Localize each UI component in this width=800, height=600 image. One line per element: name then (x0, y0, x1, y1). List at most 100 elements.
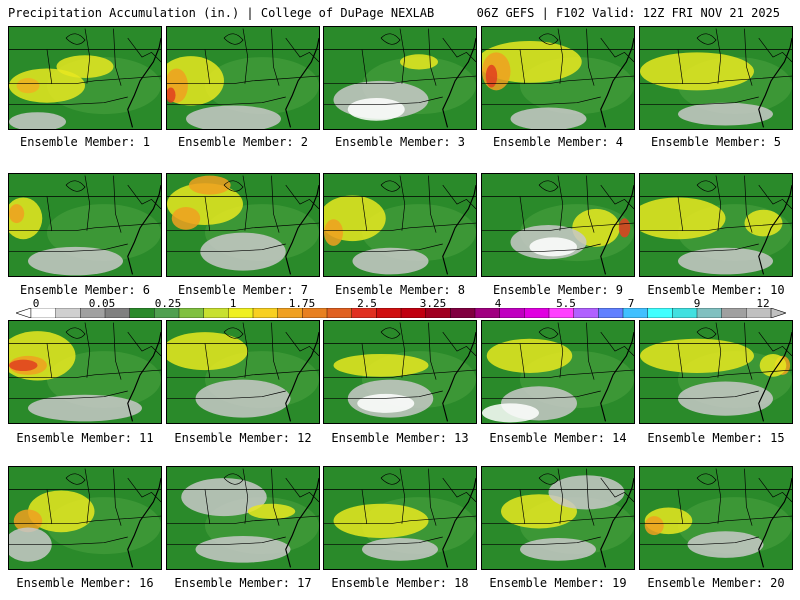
precip-area (167, 87, 176, 103)
ensemble-map-13 (323, 320, 477, 424)
colorbar-tick-label: 0.05 (88, 297, 116, 310)
ensemble-map-18 (323, 466, 477, 570)
colorbar-swatch (178, 308, 205, 318)
precip-area (640, 52, 754, 91)
precip-area (200, 232, 286, 271)
colorbar-tick-label: 12 (756, 297, 770, 310)
colorbar (16, 308, 786, 318)
ensemble-member-label: Ensemble Member: 3 (334, 135, 466, 149)
ensemble-map-16 (8, 466, 162, 570)
precip-area (352, 247, 429, 275)
ensemble-member-label: Ensemble Member: 12 (174, 431, 312, 445)
ensemble-member-label: Ensemble Member: 14 (489, 431, 627, 445)
colorbar-tick-label: 3.25 (419, 297, 447, 310)
colorbar-max-arrow (770, 308, 786, 318)
precip-area (9, 204, 25, 224)
colorbar-swatch (203, 308, 230, 318)
precip-area (485, 64, 498, 88)
colorbar-swatch (524, 308, 550, 318)
precip-area (181, 478, 267, 517)
precip-area (186, 105, 281, 129)
ensemble-map-14 (481, 320, 635, 424)
colorbar-swatch (721, 308, 748, 318)
ensemble-map-1 (8, 26, 162, 130)
colorbar-swatch (696, 308, 723, 318)
precip-area (640, 197, 726, 240)
colorbar-swatch (252, 308, 279, 318)
colorbar-swatch (573, 308, 600, 318)
ensemble-map-12 (166, 320, 320, 424)
precip-area (195, 379, 291, 418)
ensemble-map-7 (166, 173, 320, 277)
colorbar-swatch (55, 308, 82, 318)
colorbar-tick-label: 0.25 (154, 297, 182, 310)
ensemble-member-label: Ensemble Member: 6 (19, 283, 151, 297)
precip-area (247, 503, 296, 519)
colorbar-swatch (326, 308, 353, 318)
colorbar-swatch (647, 308, 674, 318)
colorbar-min-arrow (16, 308, 32, 318)
colorbar-tick-label: 2.5 (357, 297, 377, 310)
precip-area (362, 537, 438, 561)
ensemble-member-label: Ensemble Member: 15 (647, 431, 785, 445)
precip-area (744, 209, 783, 237)
ensemble-map-3 (323, 26, 477, 130)
ensemble-map-8 (323, 173, 477, 277)
precip-area (324, 219, 343, 246)
precip-area (333, 353, 429, 377)
precip-area (400, 54, 438, 70)
colorbar-tick-label: 4 (494, 297, 502, 310)
colorbar-tick-label: 1 (229, 297, 237, 310)
precip-area (333, 503, 429, 538)
ensemble-member-label: Ensemble Member: 10 (647, 283, 785, 297)
ensemble-map-15 (639, 320, 793, 424)
colorbar-tick-label: 7 (627, 297, 635, 310)
ensemble-member-label: Ensemble Member: 20 (647, 576, 785, 590)
ensemble-member-label: Ensemble Member: 17 (174, 576, 312, 590)
precip-area (678, 247, 773, 275)
precip-area (520, 537, 596, 561)
ensemble-map-19 (481, 466, 635, 570)
colorbar-swatch (450, 308, 476, 318)
precip-area (13, 509, 43, 533)
precip-area (56, 55, 114, 78)
ensemble-member-label: Ensemble Member: 2 (177, 135, 309, 149)
ensemble-member-label: Ensemble Member: 1 (19, 135, 151, 149)
precip-area (644, 516, 664, 536)
precip-area (678, 102, 773, 126)
ensemble-member-label: Ensemble Member: 7 (177, 283, 309, 297)
ensemble-member-label: Ensemble Member: 16 (16, 576, 154, 590)
precip-area (171, 206, 201, 230)
precip-area (28, 394, 142, 422)
precip-area (759, 353, 787, 377)
ensemble-member-label: Ensemble Member: 19 (489, 576, 627, 590)
precip-area (195, 536, 291, 563)
precip-area (486, 338, 573, 373)
precip-area (640, 338, 754, 373)
precip-area (16, 78, 40, 94)
colorbar-swatch (376, 308, 402, 318)
precip-area (9, 68, 85, 103)
colorbar-swatch (598, 308, 624, 318)
colorbar-swatch (499, 308, 526, 318)
chart-title: Precipitation Accumulation (in.) | Colle… (8, 6, 435, 20)
precip-area (687, 531, 764, 558)
ensemble-map-10 (639, 173, 793, 277)
colorbar-tick-label: 1.75 (288, 297, 316, 310)
precip-area (548, 475, 625, 510)
ensemble-map-6 (8, 173, 162, 277)
ensemble-map-20 (639, 466, 793, 570)
ensemble-member-label: Ensemble Member: 8 (334, 283, 466, 297)
precip-area (529, 237, 577, 257)
ensemble-member-label: Ensemble Member: 11 (16, 431, 154, 445)
colorbar-tick-label: 5.5 (556, 297, 576, 310)
precip-area (510, 107, 587, 129)
precip-area (28, 490, 95, 533)
ensemble-map-17 (166, 466, 320, 570)
ensemble-member-label: Ensemble Member: 5 (650, 135, 782, 149)
ensemble-map-4 (481, 26, 635, 130)
ensemble-member-label: Ensemble Member: 13 (331, 431, 469, 445)
ensemble-member-label: Ensemble Member: 9 (492, 283, 624, 297)
run-info: 06Z GEFS | F102 Valid: 12Z FRI NOV 21 20… (476, 6, 780, 20)
colorbar-tick-label: 9 (693, 297, 701, 310)
